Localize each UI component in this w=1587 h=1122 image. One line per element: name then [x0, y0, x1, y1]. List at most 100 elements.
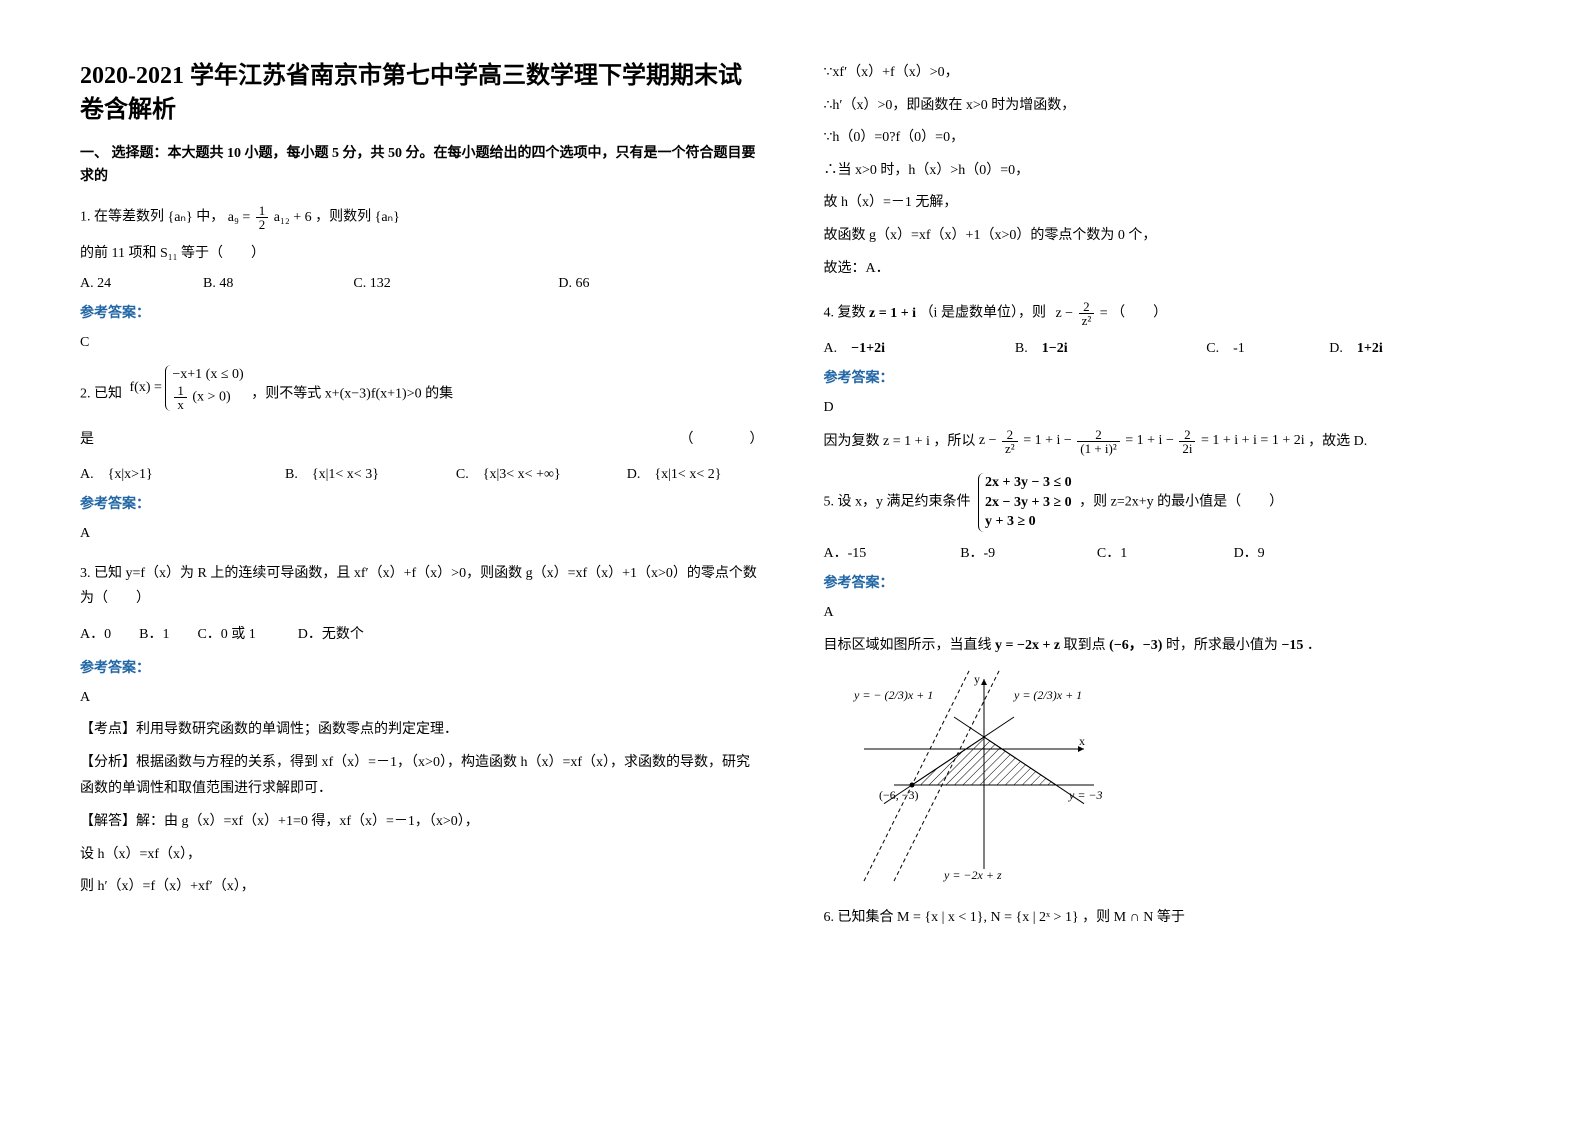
- q3-jd2: 设 h（x）=xf（x），: [80, 842, 764, 869]
- q3-stem: 3. 已知 y=f（x）为 R 上的连续可导函数，且 xf′（x）+f（x）>0…: [80, 561, 764, 611]
- q2-opt-c: C. {x|3< x< +∞}: [456, 463, 627, 483]
- frac-d: z²: [1002, 442, 1018, 455]
- q3-fx: 【分析】根据函数与方程的关系，得到 xf（x）=－1，（x>0），构造函数 h（…: [80, 750, 764, 803]
- q4-opt-d: D. 1+2i: [1329, 337, 1507, 357]
- q3-jd6: ∵h（0）=0?f（0）=0，: [824, 125, 1508, 152]
- q4-expl-a: 因为复数: [824, 434, 880, 449]
- q1-opt-c: C. 132: [353, 276, 558, 292]
- chain: = 1 + i + i = 1 + 2i: [1201, 433, 1305, 448]
- q3-ans-label: 参考答案：: [80, 657, 764, 677]
- q5-opt-a: A．-15: [824, 542, 961, 562]
- q3-options: A．0 B．1 C．0 或 1 D．无数个: [80, 622, 764, 647]
- q1-eq-right: a₁₂ + 6: [274, 210, 312, 225]
- q3-jd9: 故函数 g（x）=xf（x）+1（x>0）的零点个数为 0 个，: [824, 223, 1508, 250]
- q3-jd8: 故 h（x）=－1 无解，: [824, 190, 1508, 217]
- q2-ans: A: [80, 521, 764, 548]
- q2-text: 是: [80, 427, 94, 452]
- q2-stem: 2. 已知 f(x) = −x+1 (x ≤ 0) 1 x (x > 0) ，则…: [80, 371, 764, 418]
- opt-val: −1+2i: [851, 341, 885, 356]
- q4-expl: 因为复数 z = 1 + i ，所以 z − 2z² = 1 + i − 2(1…: [824, 428, 1508, 455]
- q1-ans-label: 参考答案：: [80, 302, 764, 322]
- q2-text: 2. 已知: [80, 386, 122, 401]
- fig-label-y2: y = (2/3)x + 1: [1013, 688, 1082, 702]
- q4-ans: D: [824, 395, 1508, 422]
- q1-stem-line2: 的前 11 项和 S₁₁ 等于（ ）: [80, 241, 764, 266]
- q4-stem: 4. 复数 z = 1 + i （i 是虚数单位），则 z − 2 z² = （…: [824, 300, 1508, 327]
- q4-options: A. −1+2i B. 1−2i C. -1 D. 1+2i: [824, 337, 1508, 357]
- q5-expl-c: 时，所求最小值为: [1166, 638, 1278, 653]
- q2-piece1: −x+1 (x ≤ 0): [172, 365, 243, 385]
- q6-stem: 6. 已知集合 M = {x | x < 1}, N = {x | 2ˣ > 1…: [824, 905, 1508, 930]
- q5-options: A．-15 B．-9 C．1 D．9: [824, 542, 1508, 562]
- q2-piece2-rest: (x > 0): [192, 390, 230, 405]
- q3-ans: A: [80, 685, 764, 712]
- frac-d: 2: [256, 218, 269, 231]
- fig-label-pt: (−6, −3): [879, 788, 919, 802]
- q1-stem: 1. 在等差数列 {aₙ} 中， a₉ = 1 2 a₁₂ + 6 ，则数列 {…: [80, 204, 764, 231]
- q1-opt-b: B. 48: [203, 276, 353, 292]
- q6-text: ，则 M ∩ N 等于: [1082, 910, 1185, 925]
- q2-f-eq: f(x) =: [130, 380, 162, 395]
- q2-piecewise: −x+1 (x ≤ 0) 1 x (x > 0): [165, 365, 243, 412]
- q3-jd5: ∴h′（x）>0，即函数在 x>0 时为增函数，: [824, 93, 1508, 120]
- q4-expl-d: ，故选 D.: [1308, 434, 1367, 449]
- q2-stem-line2: 是 （ ）: [80, 427, 764, 452]
- q1-opt-d: D. 66: [558, 276, 763, 292]
- frac-n: 2: [1002, 428, 1018, 442]
- q1-text: 中，: [196, 210, 224, 225]
- q1-text: 1. 在等差数列: [80, 210, 164, 225]
- q4-expl-c: ，所以: [933, 434, 975, 449]
- frac: 22i: [1179, 428, 1195, 455]
- q5-opt-d: D．9: [1234, 542, 1371, 562]
- q2-text: ，则不等式: [251, 386, 321, 401]
- q5-sys3: y + 3 ≥ 0: [985, 512, 1072, 532]
- q4-paren: （ ）: [1111, 306, 1167, 321]
- opt-val: 1+2i: [1357, 341, 1383, 356]
- q4-opt-b: B. 1−2i: [1015, 337, 1206, 357]
- frac-d: (1 + i)²: [1077, 442, 1120, 455]
- q6-sets: M = {x | x < 1}, N = {x | 2ˣ > 1}: [897, 910, 1079, 925]
- q5-system: 2x + 3y − 3 ≤ 0 2x − 3y + 3 ≥ 0 y + 3 ≥ …: [978, 473, 1072, 532]
- q5-opt-b: B．-9: [960, 542, 1097, 562]
- q4-ans-label: 参考答案：: [824, 367, 1508, 387]
- frac: 2 z²: [1079, 300, 1095, 327]
- chain: = 1 + i −: [1023, 433, 1075, 448]
- q2-options: A. {x|x>1} B. {x|1< x< 3} C. {x|3< x< +∞…: [80, 463, 764, 483]
- q4-rhs-eq: =: [1100, 306, 1108, 321]
- q2-ans-label: 参考答案：: [80, 493, 764, 513]
- q5-expl: 目标区域如图所示，当直线 y = −2x + z 取到点 (−6，−3) 时，所…: [824, 633, 1508, 660]
- q5-text: ，则 z=2x+y 的最小值是（ ）: [1079, 495, 1283, 510]
- q1-text: 等于（ ）: [181, 246, 265, 261]
- q5-expl-b: 取到点: [1064, 638, 1106, 653]
- q5-expl-d: ．: [1307, 638, 1321, 653]
- q5-sys1: 2x + 3y − 3 ≤ 0: [985, 473, 1072, 493]
- frac: 2(1 + i)²: [1077, 428, 1120, 455]
- q5-expl-val: −15: [1281, 638, 1303, 653]
- q5-expl-line: y = −2x + z: [995, 638, 1060, 653]
- q5-ans: A: [824, 600, 1508, 627]
- q4-z-eq: z = 1 + i: [869, 306, 916, 321]
- frac-n: 2: [1179, 428, 1195, 442]
- frac: 1 x: [174, 384, 187, 411]
- frac-d: x: [174, 398, 187, 411]
- axis-x-label: x: [1079, 734, 1085, 748]
- q3-jd3: 则 h′（x）=f（x）+xf′（x），: [80, 874, 764, 901]
- q1-opt-a: A. 24: [80, 276, 203, 292]
- chain: = 1 + i −: [1125, 433, 1177, 448]
- frac-n: 2: [1077, 428, 1120, 442]
- q1-options: A. 24 B. 48 C. 132 D. 66: [80, 276, 764, 292]
- q2-opt-d: D. {x|1< x< 2}: [627, 463, 764, 483]
- q4-text: 4. 复数: [824, 306, 866, 321]
- q1-text: 的前 11 项和: [80, 246, 156, 261]
- q1-text: ，则数列: [315, 210, 371, 225]
- axis-y-label: y: [974, 672, 980, 686]
- frac-d: 2i: [1179, 442, 1195, 455]
- opt-val: 1−2i: [1042, 341, 1068, 356]
- q1-ans: C: [80, 330, 764, 357]
- q2-paren: （ ）: [680, 427, 764, 452]
- q4-expl-b: z = 1 + i: [883, 434, 930, 449]
- q5-figure: x y y = − (2/3)x + 1 y = (2/3)x + 1 y = …: [824, 669, 1508, 889]
- q2-opt-b: B. {x|1< x< 3}: [285, 463, 456, 483]
- q1-S11: S₁₁: [160, 246, 178, 261]
- fig-label-y3: y = −3: [1068, 788, 1103, 802]
